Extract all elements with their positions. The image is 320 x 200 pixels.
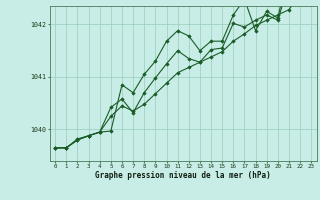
X-axis label: Graphe pression niveau de la mer (hPa): Graphe pression niveau de la mer (hPa) [95, 171, 271, 180]
